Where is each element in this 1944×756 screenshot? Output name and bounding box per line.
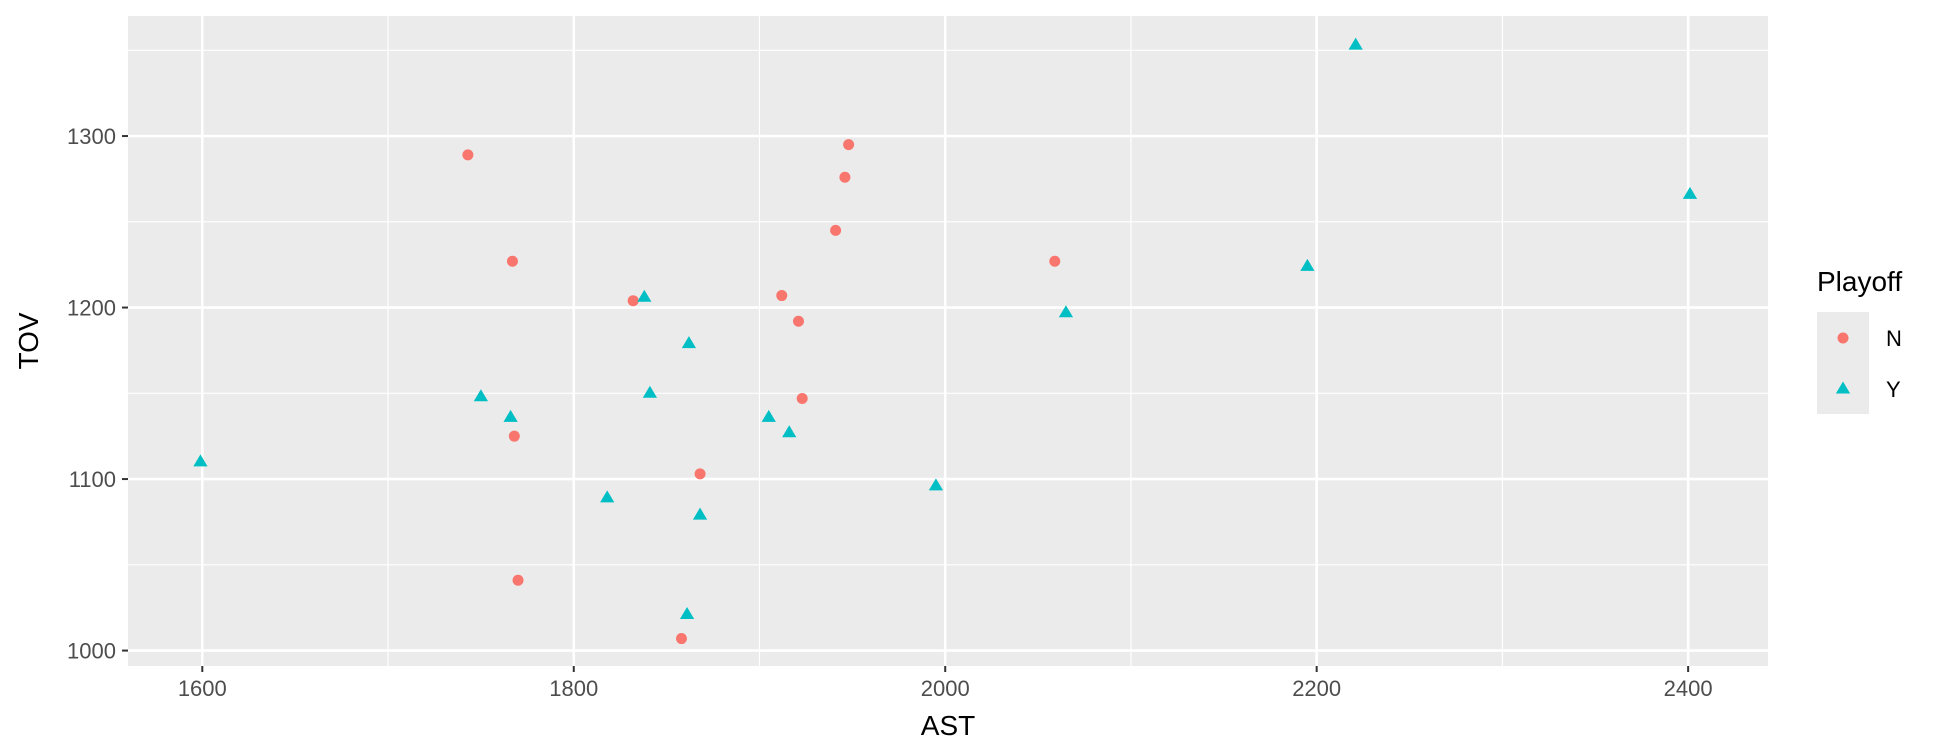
data-point-Y xyxy=(761,409,776,422)
data-point-Y xyxy=(782,425,797,438)
data-point-N xyxy=(506,255,518,267)
x-tick-label: 2200 xyxy=(1292,676,1341,701)
y-axis-ticks: 1000 1100 1200 1300 xyxy=(67,124,128,664)
y-tick-label: 1100 xyxy=(69,467,116,492)
data-point-Y xyxy=(193,454,208,467)
data-point-N xyxy=(1049,255,1061,267)
data-point-N xyxy=(508,430,520,442)
data-point-N xyxy=(512,574,524,586)
minor-gridlines xyxy=(128,16,1768,666)
y-axis-title: TOV xyxy=(13,312,44,369)
data-point-N xyxy=(627,295,639,307)
data-point-N xyxy=(792,315,804,327)
data-point-N xyxy=(796,392,808,404)
x-axis-ticks: 1600 1800 2000 2200 2400 xyxy=(178,666,1713,701)
data-point-Y xyxy=(681,336,697,349)
data-point-Y xyxy=(1058,305,1074,318)
legend: Playoff N Y xyxy=(1817,266,1902,414)
y-tick-label: 1300 xyxy=(67,124,116,149)
y-tick-label: 1000 xyxy=(67,639,116,664)
data-point-N xyxy=(675,633,687,645)
major-gridlines xyxy=(128,16,1768,666)
data-point-Y xyxy=(1300,258,1315,271)
data-point-Y xyxy=(1682,186,1698,199)
data-point-Y xyxy=(679,607,695,620)
legend-key-Y xyxy=(1835,381,1851,394)
x-tick-label: 1600 xyxy=(178,676,227,701)
x-tick-label: 2000 xyxy=(921,676,970,701)
data-point-N xyxy=(694,468,706,480)
data-point-N xyxy=(776,290,788,302)
data-point-Y xyxy=(642,385,658,398)
plot-panel xyxy=(128,16,1768,666)
data-point-Y xyxy=(692,507,708,520)
y-tick-label: 1200 xyxy=(67,296,116,321)
x-axis-title: AST xyxy=(921,710,975,741)
data-point-N xyxy=(462,149,474,161)
data-point-Y xyxy=(473,389,489,402)
data-point-Y xyxy=(637,289,652,302)
data-point-Y xyxy=(928,478,944,491)
data-point-Y xyxy=(600,490,615,503)
data-points xyxy=(193,37,1698,645)
x-tick-label: 1800 xyxy=(549,676,598,701)
legend-key-N xyxy=(1837,332,1849,344)
data-point-N xyxy=(839,171,851,183)
legend-label-Y: Y xyxy=(1886,377,1901,402)
x-tick-label: 2400 xyxy=(1664,676,1713,701)
legend-label-N: N xyxy=(1886,326,1902,351)
data-point-N xyxy=(843,139,855,151)
data-point-Y xyxy=(1348,37,1363,50)
legend-title: Playoff xyxy=(1817,266,1902,297)
data-point-Y xyxy=(503,409,518,422)
data-point-N xyxy=(830,224,842,236)
